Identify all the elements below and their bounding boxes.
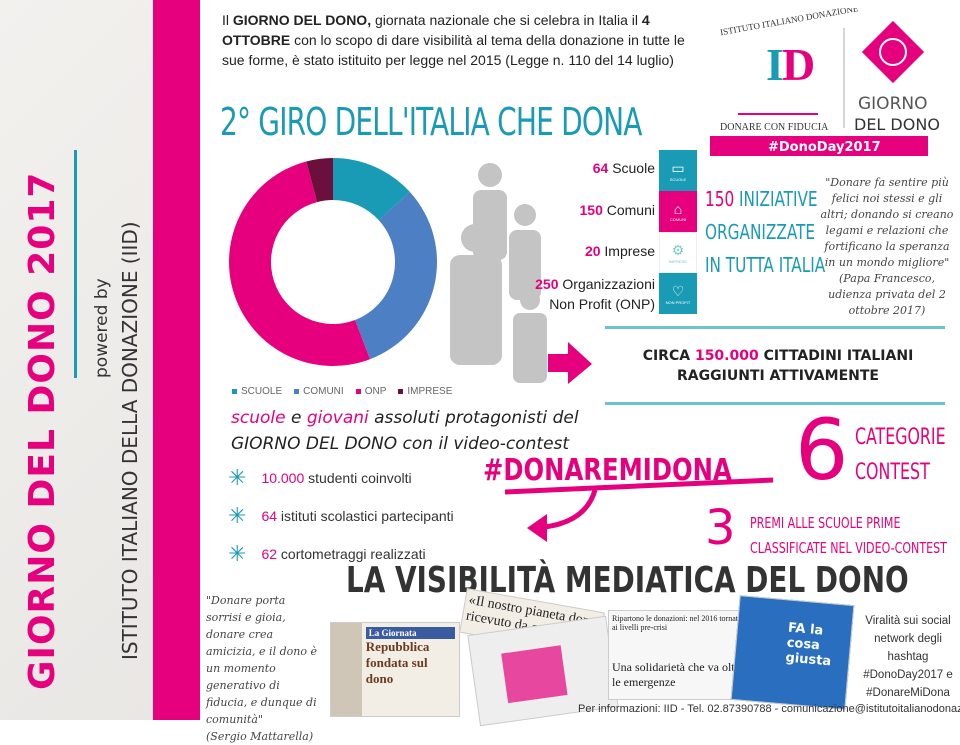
tv-screenshot: FA la cosa giusta xyxy=(730,595,855,710)
bullet-schools: ✳ 64 istituti scolastici partecipanti xyxy=(228,503,454,528)
logo-graphic: I D ISTITUTO ITALIANO DONAZIONE DONARE C… xyxy=(710,3,940,156)
donut-slice-comuni xyxy=(355,191,437,360)
asterisk-icon: ✳ xyxy=(228,503,247,528)
arrow-right-icon xyxy=(548,342,592,384)
divider xyxy=(605,326,945,329)
categories-count: 6 xyxy=(795,401,849,499)
legend-swatch xyxy=(355,388,361,394)
bullet-students: ✳ 10.000 studenti coinvolti xyxy=(228,465,412,490)
svg-text:DEL DONO: DEL DONO xyxy=(854,115,940,134)
stats-list: 64 Scuole 150 Comuni 20 Imprese 250 Orga… xyxy=(500,158,655,318)
legend-swatch xyxy=(398,388,404,394)
legend-swatch xyxy=(232,388,237,394)
chart-legend: SCUOLE COMUNI ONP IMPRESE xyxy=(232,386,452,397)
svg-text:D: D xyxy=(782,39,815,90)
powered-by: powered by xyxy=(92,278,112,378)
section-title: 2° GIRO DELL'ITALIA CHE DONA xyxy=(220,100,642,144)
reach-text: CIRCA 150.000 CITTADINI ITALIANI RAGGIUNT… xyxy=(642,348,914,384)
logo: I D ISTITUTO ITALIANO DONAZIONE DONARE C… xyxy=(708,3,953,156)
pope-quote: "Donare fa sentire più felici noi stessi… xyxy=(820,176,954,317)
legend-item: ONP xyxy=(355,386,386,397)
legend-item: IMPRESE xyxy=(398,386,452,397)
curved-arrow-icon xyxy=(505,477,774,542)
stat-scuole: 64 Scuole xyxy=(592,160,655,176)
press-clipping: Ripartono le donazioni: nel 2016 tornate… xyxy=(608,610,753,700)
logo-arc: ISTITUTO ITALIANO DONAZIONE xyxy=(719,8,859,37)
bullet-videos: ✳ 62 cortometraggi realizzati xyxy=(228,541,426,566)
stat-onp: 250 Organizzazioni Non Profit (ONP) xyxy=(535,276,655,312)
categories-label: CATEGORIE CONTEST xyxy=(855,425,946,485)
pink-band xyxy=(153,0,200,720)
donut-slice-imprese xyxy=(306,158,333,203)
virality-text: Viralità sui social network degli hashta… xyxy=(863,615,953,699)
legend-swatch xyxy=(294,388,300,394)
prizes-count: 3 xyxy=(705,500,736,556)
photo xyxy=(331,623,362,716)
intro-text: Il GIORNO DEL DONO, giornata nazionale c… xyxy=(222,12,685,68)
dono-day-hashtag: #DonoDay2017 xyxy=(768,140,881,155)
schools-headline: scuole e giovani assoluti protagonisti d… xyxy=(231,408,579,454)
sidebar-divider xyxy=(74,150,77,378)
institute-name: ISTITUTO ITALIANO DELLA DONAZIONE (IID) xyxy=(118,221,142,660)
stat-imprese: 20 Imprese xyxy=(584,243,655,259)
prizes-label: PREMI ALLE SCUOLE PRIME CLASSIFICATE NEL … xyxy=(750,514,947,557)
media-title: LA VISIBILITÀ MEDIATICA DEL DONO xyxy=(346,560,909,601)
footer-contact: Per informazioni: IID - Tel. 02.87390788… xyxy=(578,703,960,715)
legend-item: COMUNI xyxy=(294,386,344,397)
heart-icon: ♡ NON PROFIT xyxy=(659,273,697,314)
svg-text:DONARE CON FIDUCIA: DONARE CON FIDUCIA xyxy=(720,122,829,133)
people-icon xyxy=(450,163,547,383)
book-icon: ▭ SCUOLE xyxy=(659,150,697,191)
asterisk-icon: ✳ xyxy=(228,541,247,566)
legend-item: SCUOLE xyxy=(232,386,282,397)
divider xyxy=(605,402,945,405)
svg-text:I: I xyxy=(766,39,784,90)
svg-text:GIORNO: GIORNO xyxy=(858,94,927,114)
category-icons: ▭ SCUOLE ⌂ COMUNI ⚙ IMPRESE ♡ NON PROFIT xyxy=(659,150,697,316)
sidebar-title: GIORNO DEL DONO 2017 xyxy=(22,171,63,690)
donut-chart xyxy=(229,158,437,366)
press-clipping: La Giornata Repubblica fondata sul dono xyxy=(330,622,460,717)
gears-icon: ⚙ IMPRESE xyxy=(659,232,697,273)
asterisk-icon: ✳ xyxy=(228,465,247,490)
donut-slice-onp xyxy=(229,161,370,366)
initiatives-text: 150 INIZIATIVE ORGANIZZATE IN TUTTA ITALIA xyxy=(705,187,826,277)
building-icon: ⌂ COMUNI xyxy=(659,191,697,232)
mattarella-quote: "Donare porta sorrisi e gioia, donare cr… xyxy=(206,594,317,743)
stat-comuni: 150 Comuni xyxy=(579,202,656,218)
donut-slice-scuole xyxy=(333,158,410,221)
